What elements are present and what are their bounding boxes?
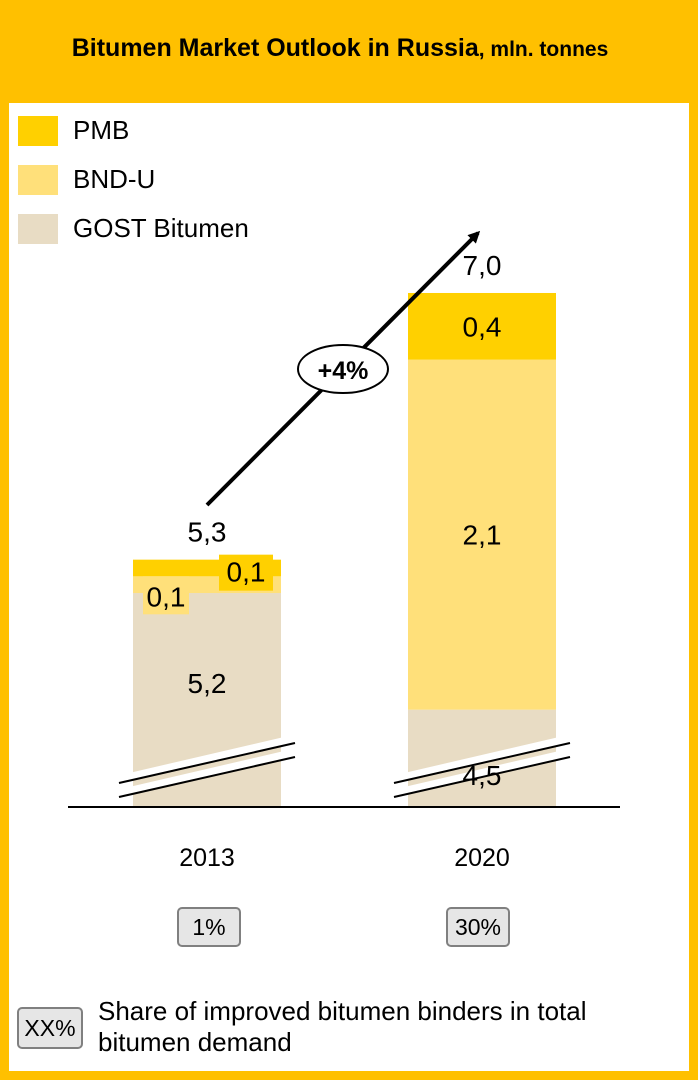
legend-label-gost: GOST Bitumen <box>73 213 249 243</box>
title-bar: Bitumen Market Outlook in Russia, mln. t… <box>0 0 698 103</box>
data-label-gost-2020: 4,5 <box>463 760 502 791</box>
total-label-2020: 7,0 <box>463 250 502 281</box>
share-badge-2013: 1% <box>177 907 241 947</box>
axis-break-gap-2020-0 <box>395 749 569 797</box>
x-tick-label-2020: 2020 <box>454 844 510 872</box>
legend-label-bnd-u: BND-U <box>73 164 156 194</box>
chart-title: Bitumen Market Outlook in Russia, mln. t… <box>0 34 680 63</box>
data-label-pmb-2020: 0,4 <box>463 311 502 342</box>
data-label-bnd-u-2013: 0,1 <box>147 581 186 612</box>
callout-pmb-2013 <box>219 554 273 591</box>
axis-break-gap-2013-0 <box>120 749 294 797</box>
axis-break-gap-2013-1 <box>120 735 294 783</box>
x-tick-label-2013: 2013 <box>179 844 235 872</box>
chart-title-unit: , mln. tonnes <box>478 38 609 61</box>
data-label-bnd-u-2020: 2,1 <box>463 520 502 551</box>
legend-label-pmb: PMB <box>73 115 130 145</box>
bar-pmb-2020 <box>408 292 556 360</box>
legend-swatch-pmb <box>18 116 58 146</box>
callout-bnd-u-2013 <box>143 576 189 615</box>
axis-break-line-2013-0 <box>118 756 296 798</box>
bar-bnd-u-2020 <box>408 359 556 710</box>
axis-break-line-2020-0 <box>393 756 571 798</box>
growth-ellipse <box>297 344 389 394</box>
axis-break-line-2020-1 <box>393 742 571 784</box>
note-text: Share of improved bitumen binders in tot… <box>98 996 587 1057</box>
chart-title-main: Bitumen Market Outlook in Russia <box>71 34 479 62</box>
data-label-pmb-2013: 0,1 <box>227 557 266 588</box>
legend-swatch-bnd-u <box>18 165 58 195</box>
growth-label: +4% <box>318 357 369 385</box>
axis-break-gap-2020-1 <box>395 735 569 783</box>
note-badge: XX% <box>17 1007 83 1049</box>
axis-break-line-2013-1 <box>118 742 296 784</box>
share-badge-2020: 30% <box>446 907 510 947</box>
growth-annotation: +4% <box>297 344 389 394</box>
total-label-2013: 5,3 <box>188 517 227 548</box>
legend-swatch-gost <box>18 214 58 244</box>
data-label-gost-2013: 5,2 <box>188 668 227 699</box>
